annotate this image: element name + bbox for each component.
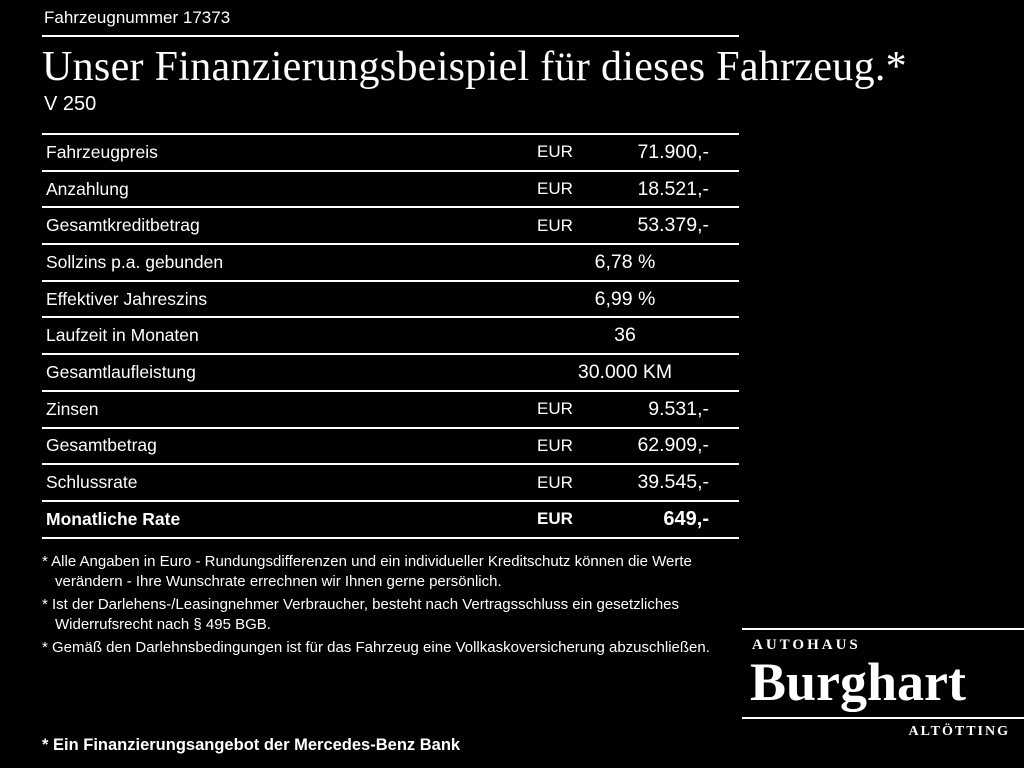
table-row: Gesamtlaufleistung 30.000 KM [42, 353, 739, 390]
footnote: * Ist der Darlehens-/Leasingnehmer Verbr… [42, 595, 680, 633]
footnotes: * Alle Angaben in Euro - Rundungsdiffere… [42, 552, 742, 658]
dealer-logo: AUTOHAUS Burghart ALTÖTTING [742, 628, 1024, 740]
vehicle-model: V 250 [44, 93, 97, 115]
dealer-logo-name: Burghart [750, 652, 966, 712]
row-label: Gesamtlaufleistung [46, 361, 196, 382]
table-row: Laufzeit in Monaten 36 [42, 316, 739, 353]
row-value: 649,- [663, 507, 709, 530]
row-label: Laufzeit in Monaten [46, 325, 199, 346]
row-value: 71.900,- [637, 140, 709, 163]
row-label: Effektiver Jahreszins [46, 288, 208, 309]
row-currency: EUR [537, 472, 573, 492]
dealer-logo-autohaus: AUTOHAUS [752, 637, 861, 653]
row-currency: EUR [537, 509, 573, 529]
logo-divider-bottom [742, 716, 1024, 719]
vehicle-number: Fahrzeugnummer 17373 [44, 8, 231, 27]
row-value: 62.909,- [637, 434, 709, 457]
row-value: 9.531,- [648, 397, 709, 420]
table-row-monthly-rate: Monatliche Rate EUR 649,- [42, 499, 739, 537]
financing-table: Fahrzeugpreis EUR 71.900,- Anzahlung EUR… [42, 133, 739, 539]
row-currency: EUR [537, 435, 573, 455]
dealer-logo-city: ALTÖTTING [908, 723, 1010, 739]
row-currency: EUR [537, 215, 573, 235]
row-label: Gesamtkreditbetrag [46, 215, 200, 236]
row-label: Fahrzeugpreis [46, 141, 158, 162]
logo-divider-top [742, 628, 1024, 630]
row-label: Gesamtbetrag [46, 435, 157, 456]
row-label: Anzahlung [46, 178, 129, 199]
row-value: 30.000 KM [577, 360, 673, 383]
header-divider [42, 35, 739, 37]
table-row: Gesamtkreditbetrag EUR 53.379,- [42, 206, 739, 243]
row-value: 6,99 % [594, 287, 656, 310]
row-label: Sollzins p.a. gebunden [46, 251, 224, 272]
footnote: * Gemäß den Darlehnsbedingungen ist für … [42, 638, 710, 656]
row-value: 39.545,- [637, 471, 709, 494]
row-label: Monatliche Rate [46, 508, 181, 529]
row-label: Zinsen [46, 398, 99, 419]
page-title: Unser Finanzierungsbeispiel für dieses F… [42, 44, 907, 90]
row-label: Schlussrate [46, 472, 138, 493]
row-currency: EUR [537, 142, 573, 162]
table-row: Zinsen EUR 9.531,- [42, 389, 739, 427]
table-row: Anzahlung EUR 18.521,- [42, 169, 739, 207]
row-currency: EUR [537, 399, 573, 419]
table-row: Fahrzeugpreis EUR 71.900,- [42, 133, 739, 170]
table-row: Effektiver Jahreszins 6,99 % [42, 279, 739, 317]
footnote: * Alle Angaben in Euro - Rundungsdiffere… [42, 552, 692, 590]
row-value: 18.521,- [637, 177, 709, 200]
financing-sheet: Fahrzeugnummer 17373 Unser Finanzierungs… [42, 8, 907, 658]
table-row: Sollzins p.a. gebunden 6,78 % [42, 243, 739, 280]
table-row: Gesamtbetrag EUR 62.909,- [42, 426, 739, 464]
financing-offer-note: * Ein Finanzierungsangebot der Mercedes-… [42, 736, 461, 754]
row-value: 53.379,- [637, 214, 709, 237]
table-row: Schlussrate EUR 39.545,- [42, 463, 739, 500]
row-value: 6,78 % [594, 250, 656, 273]
row-currency: EUR [537, 179, 573, 199]
row-value: 36 [614, 324, 636, 347]
